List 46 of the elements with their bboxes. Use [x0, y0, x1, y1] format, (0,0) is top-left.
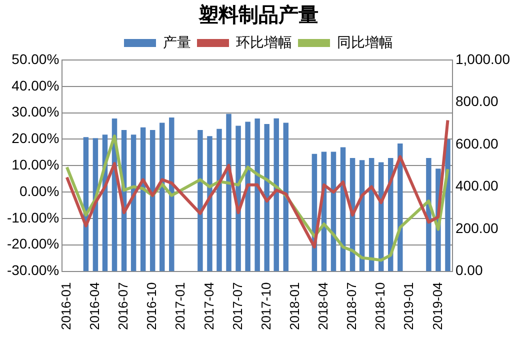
x-tick-label: 2016-01: [58, 282, 74, 330]
x-tick-label: 2019-01: [401, 282, 416, 330]
bar: [159, 122, 165, 272]
x-tick-label: 2018-04: [316, 282, 331, 330]
x-tick-label: 2016-10: [144, 282, 160, 330]
x-tick-label: 2017-10: [258, 282, 274, 330]
y2-tick-label: 1,000.00: [456, 50, 510, 67]
bar: [398, 143, 403, 272]
y-tick-label: -30.00%: [6, 262, 60, 278]
y-tick-label: 0.00%: [19, 182, 60, 199]
y-tick-label: -20.00%: [6, 236, 60, 252]
y-tick-label: 20.00%: [12, 130, 60, 146]
x-tick-label: 2017-04: [201, 282, 216, 330]
bar: [207, 136, 212, 272]
y2-tick-label: 800.00: [456, 93, 499, 110]
y-tick-label: 30.00%: [12, 104, 60, 120]
x-tick-label: 2018-07: [344, 282, 360, 330]
x-tick-label: 2017-01: [172, 282, 188, 330]
x-tick-label: 2016-04: [87, 282, 102, 330]
bar: [226, 114, 232, 272]
x-tick-label: 2019-04: [430, 282, 445, 330]
bar: [198, 130, 203, 272]
y2-tick-label: 0.00: [456, 262, 483, 278]
bar: [245, 122, 250, 272]
y2-tick-label: 400.00: [456, 178, 499, 194]
legend-label: 环比增幅: [236, 34, 292, 50]
bar: [283, 122, 289, 272]
x-tick-label: 2018-10: [372, 282, 388, 330]
y2-tick-label: 600.00: [456, 135, 499, 152]
x-tick-label: 2017-07: [230, 282, 245, 330]
y-tick-label: 50.00%: [12, 50, 60, 67]
x-tick-label: 2018-01: [286, 282, 302, 330]
legend-label: 产量: [163, 34, 191, 50]
legend-label: 同比增幅: [337, 34, 393, 50]
bar: [216, 128, 222, 272]
y-tick-label: 40.00%: [12, 77, 60, 94]
bar: [254, 118, 260, 272]
bar: [169, 117, 174, 272]
bar: [264, 124, 270, 272]
y-tick-label: -10.00%: [6, 209, 60, 226]
chart-title: 塑料制品产量: [198, 4, 318, 27]
x-tick-label: 2016-07: [116, 282, 131, 330]
bar: [274, 118, 279, 272]
y-tick-label: 10.00%: [12, 156, 60, 173]
bar: [150, 130, 156, 272]
y2-tick-label: 200.00: [456, 220, 499, 236]
